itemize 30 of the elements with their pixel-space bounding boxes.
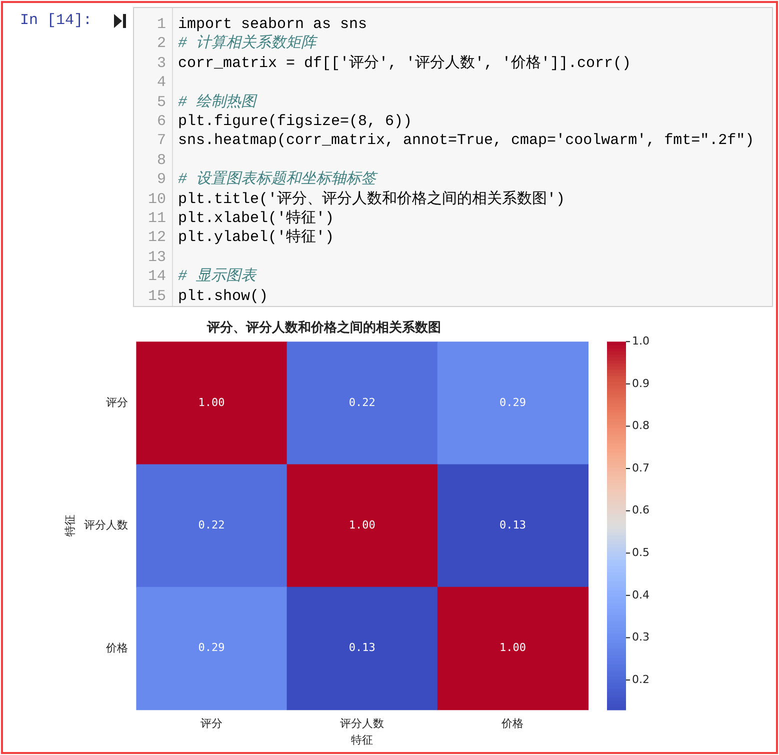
text: 1 2 3 4 5 6 7 8 9 10 11 12 13 14 15 xyxy=(148,16,166,305)
data-label: 0.22 xyxy=(348,396,376,409)
color-bar-label: 0.7 xyxy=(632,461,650,474)
x-tick-label: 评分 xyxy=(200,718,222,730)
text: import seaborn as sns # 计算相关系数矩阵 corr_matrix = df[['评分', '评分人数', '价格']].corr() # 绘制热图 plt.figure(figsize=(8, 6)) sns.heatmap(corr_matrix, annot=True, cmap='coolwarm', fmt=".2f") # 设置图表标题和坐标轴标签 plt.title('评分、评分人数和价格之间的相关系数图') plt.xlabel('特征') plt.ylabel('特征') # 显示图表 plt.show() xyxy=(178,16,754,305)
color-bar-label: 0.4 xyxy=(632,588,650,602)
y-tick-label: 价格 xyxy=(105,642,128,654)
color-bar-label: 0.9 xyxy=(632,376,650,390)
data-label: 1.00 xyxy=(348,518,376,532)
text: In [14]: xyxy=(20,12,92,29)
y-axis-title: 特征 xyxy=(64,514,77,537)
data-label: 0.13 xyxy=(348,641,376,654)
y-tick-label: 评分 xyxy=(106,396,128,409)
data-label: 0.29 xyxy=(499,396,526,409)
data-label: 1.00 xyxy=(198,396,225,409)
x-tick-label: 价格 xyxy=(500,718,524,730)
color-bar-label: 0.3 xyxy=(632,630,650,644)
color-bar-label: 0.2 xyxy=(632,672,650,686)
color-bar-label: 1.0 xyxy=(632,334,650,348)
chart-title: 评分、评分人数和价格之间的相关系数图 xyxy=(206,319,441,334)
y-tick-label: 评分人数 xyxy=(84,520,128,532)
data-label: 0.29 xyxy=(198,641,225,654)
color-bar-label: 0.5 xyxy=(632,546,650,559)
color-bar-label: 0.8 xyxy=(632,419,650,432)
data-label: 0.22 xyxy=(198,518,225,532)
x-axis-title: 特征 xyxy=(351,734,374,746)
x-tick-label: 评分人数 xyxy=(340,718,384,730)
data-label: 1.00 xyxy=(499,641,526,654)
data-label: 0.13 xyxy=(499,518,526,532)
color-bar-label: 0.6 xyxy=(632,504,650,517)
